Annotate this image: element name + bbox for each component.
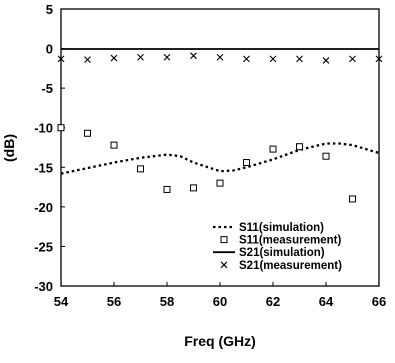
x-tick-label: 66 — [372, 294, 386, 309]
s11-measurement-point — [243, 159, 250, 167]
y-tick-label: 0 — [46, 42, 53, 57]
legend-label: S21(simulation) — [239, 247, 325, 259]
legend-swatch — [220, 236, 228, 244]
y-tick-label: -10 — [34, 121, 53, 136]
y-tick-label: 5 — [46, 2, 53, 17]
legend-label: S21(measurement) — [239, 260, 342, 272]
s11-simulation-line — [60, 142, 380, 175]
s21-measurement-point — [349, 55, 356, 63]
y-tick-label: -25 — [34, 239, 53, 254]
legend-label: S11(measurement) — [239, 235, 341, 247]
s11-measurement-point — [110, 141, 118, 149]
s21-measurement-point — [110, 54, 118, 62]
s21-measurement-point — [269, 55, 277, 63]
y-axis-label: (dB) — [1, 134, 17, 162]
series-layer — [57, 48, 383, 203]
s11-measurement-point — [216, 179, 224, 187]
s11-measurement-point — [137, 165, 144, 173]
s11-measurement-point — [57, 124, 65, 132]
x-tick-label: 58 — [160, 294, 174, 309]
legend: S11(simulation)S11(measurement)S21(simul… — [213, 222, 342, 272]
s11-measurement-point — [163, 185, 171, 193]
legend-label: S11(simulation) — [239, 222, 324, 234]
x-tick-label: 60 — [213, 294, 227, 309]
s21-measurement-point — [190, 52, 197, 60]
y-tick-label: -20 — [34, 200, 53, 215]
x-tick-label: 56 — [107, 294, 121, 309]
s11-measurement-point — [349, 195, 356, 203]
y-tick-label: -5 — [41, 81, 53, 96]
s11-measurement-point — [322, 152, 330, 160]
s21-measurement-point — [137, 53, 144, 61]
s21-measurement-point — [57, 55, 65, 63]
s21-measurement-point — [243, 55, 250, 63]
s21-measurement-point — [296, 55, 303, 63]
s11-measurement-point — [84, 129, 91, 137]
x-tick-label: 62 — [266, 294, 280, 309]
y-tick-label: -30 — [34, 279, 53, 294]
s21-measurement-point — [216, 53, 224, 61]
x-axis-label: Freq (GHz) — [184, 333, 256, 349]
legend-item: S11(simulation) — [213, 222, 324, 234]
x-axis-ticks: 54 56 58 60 62 64 66 — [54, 282, 386, 309]
y-axis-ticks: 5 0 -5 -10 -15 -20 -25 -30 — [34, 2, 65, 294]
legend-item: S21(simulation) — [213, 247, 325, 259]
legend-swatch — [220, 261, 228, 269]
legend-item: S11(measurement) — [220, 235, 341, 247]
s21-measurement-point — [163, 53, 171, 61]
s11-measurement-point — [190, 184, 197, 192]
s21-measurement-point — [375, 55, 383, 63]
s21-measurement-point — [322, 57, 330, 64]
y-tick-label: -15 — [34, 160, 53, 175]
s11-measurement-point — [269, 145, 277, 153]
s21-measurement-point — [84, 56, 91, 64]
s11-measurement-point — [296, 143, 303, 151]
legend-item: S21(measurement) — [220, 260, 342, 272]
x-tick-label: 64 — [319, 294, 334, 309]
x-tick-label: 54 — [54, 294, 69, 309]
